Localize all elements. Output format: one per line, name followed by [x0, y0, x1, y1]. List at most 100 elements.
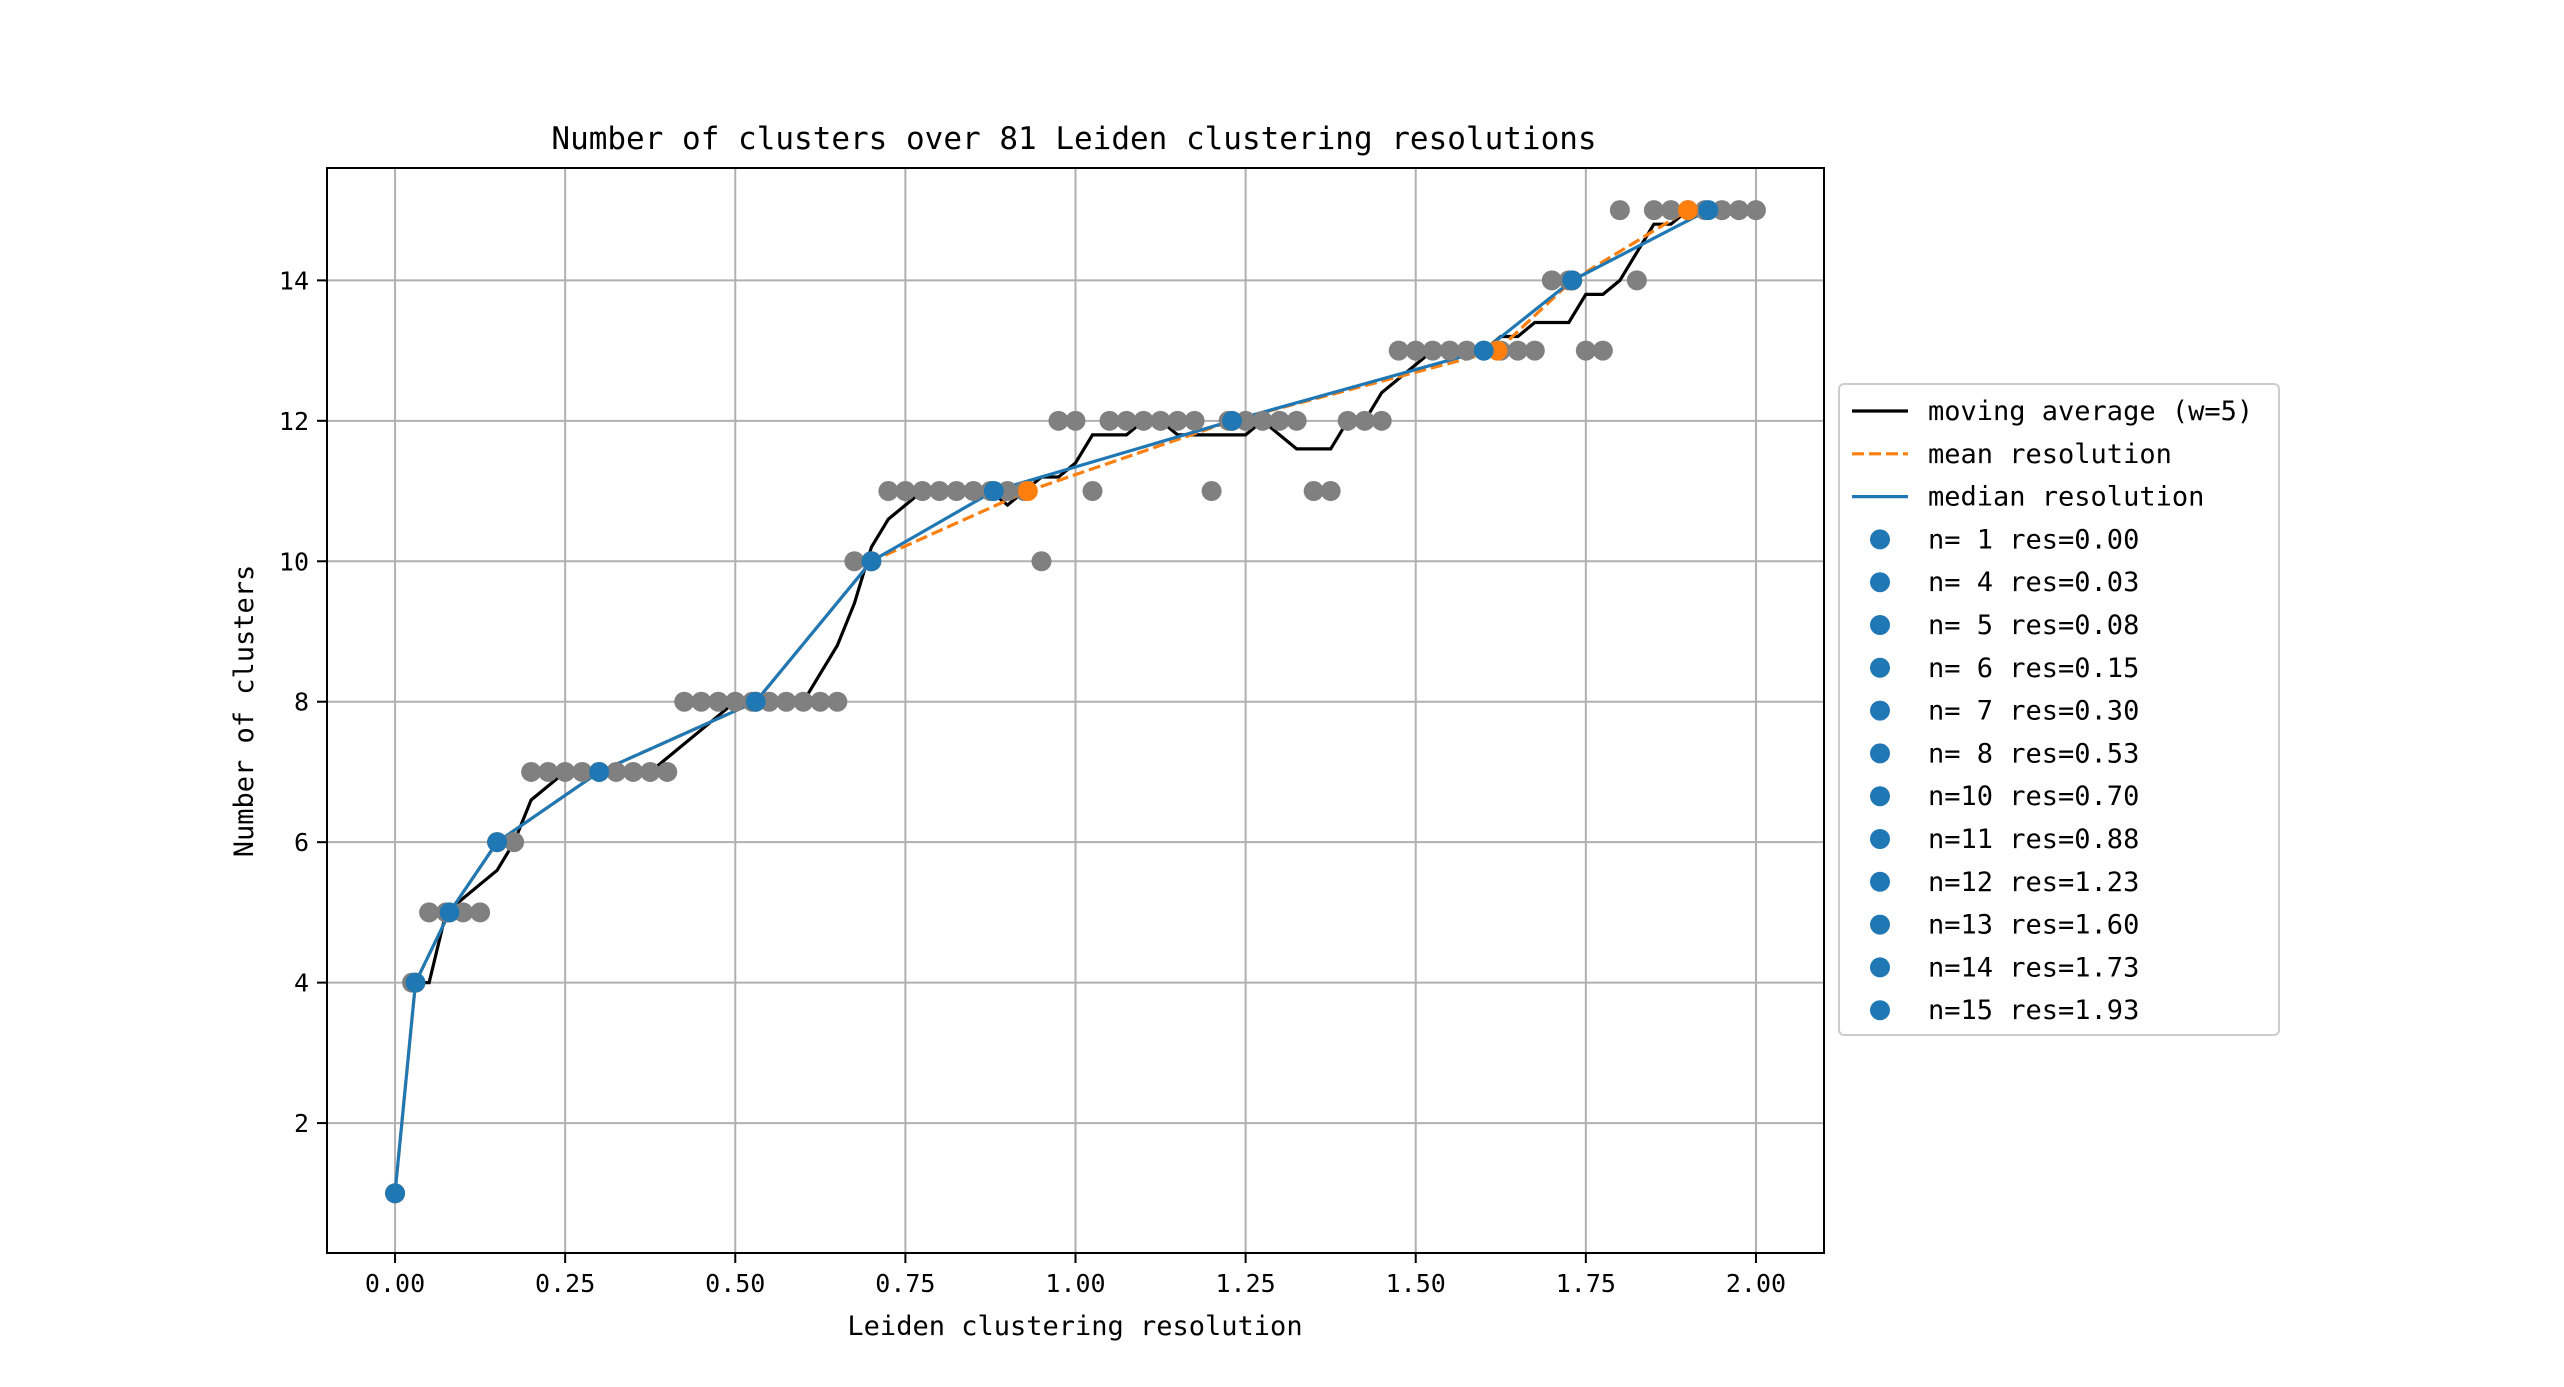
highlight-point — [861, 551, 882, 572]
scatter-point — [1626, 270, 1647, 291]
scatter-point — [929, 481, 950, 502]
scatter-point — [623, 761, 644, 782]
scatter-point — [810, 691, 831, 712]
y-tick-label: 6 — [294, 828, 309, 857]
scatter-point — [1116, 410, 1137, 431]
scatter-point — [1320, 481, 1341, 502]
legend-marker — [1870, 829, 1890, 849]
scatter-point — [1150, 410, 1171, 431]
scatter-point — [1099, 410, 1120, 431]
scatter-point — [1524, 340, 1545, 361]
legend-marker — [1870, 957, 1890, 978]
scatter-point — [1507, 340, 1528, 361]
legend-label-highlight: n= 7 res=0.30 — [1928, 696, 2139, 727]
scatter-point — [827, 691, 848, 712]
legend-marker — [1870, 1000, 1890, 1021]
scatter-point — [912, 481, 933, 502]
scatter-point — [844, 551, 865, 572]
y-tick-label: 2 — [294, 1109, 309, 1138]
scatter-point — [963, 481, 984, 502]
scatter-point — [1439, 340, 1460, 361]
legend-label-highlight: n=12 res=1.23 — [1928, 867, 2139, 898]
scatter-point — [878, 481, 899, 502]
scatter-point — [1660, 200, 1681, 221]
legend-label-highlight: n= 1 res=0.00 — [1928, 524, 2139, 555]
legend-marker — [1870, 914, 1890, 935]
scatter-point — [1184, 410, 1205, 431]
scatter-point — [674, 691, 695, 712]
legend-label-highlight: n=10 res=0.70 — [1928, 781, 2139, 812]
legend-label-highlight: n=11 res=0.88 — [1928, 824, 2139, 855]
x-tick-label: 0.50 — [705, 1269, 765, 1298]
scatter-point — [1541, 270, 1562, 291]
legend-label-highlight: n= 8 res=0.53 — [1928, 738, 2139, 769]
highlight-point — [1222, 410, 1243, 431]
data-points — [385, 200, 1766, 1204]
legend-marker — [1870, 657, 1890, 678]
scatter-point — [1405, 340, 1426, 361]
x-tick-label: 0.75 — [875, 1269, 935, 1298]
y-tick-label: 4 — [294, 969, 309, 998]
legend-label-highlight: n=13 res=1.60 — [1928, 910, 2139, 941]
legend-marker — [1870, 786, 1890, 807]
x-tick-label: 1.00 — [1045, 1269, 1105, 1298]
highlight-point — [439, 902, 460, 923]
scatter-point — [606, 761, 627, 782]
legend-marker — [1870, 871, 1890, 892]
scatter-point — [946, 481, 967, 502]
scatter-point — [1456, 340, 1477, 361]
highlight-point — [487, 832, 508, 853]
legend-marker — [1870, 529, 1890, 550]
scatter-point — [1286, 410, 1307, 431]
legend-label-highlight: n= 5 res=0.08 — [1928, 610, 2139, 641]
scatter-point — [1082, 481, 1103, 502]
x-axis-label: Leiden clustering resolution — [847, 1311, 1302, 1342]
scatter-point — [793, 691, 814, 712]
scatter-point — [504, 832, 525, 853]
scatter-point — [691, 691, 712, 712]
scatter-point — [1167, 410, 1188, 431]
scatter-point — [895, 481, 916, 502]
highlight-point — [1473, 340, 1494, 361]
axis-ticks: 0.00 0.25 0.50 0.75 1.00 1.25 1.50 1.75 2.00 2 4 6 8… — [279, 266, 1786, 1298]
scatter-point — [1643, 200, 1664, 221]
series-line-2 — [393, 208, 1710, 1194]
y-tick-label: 14 — [279, 266, 309, 295]
chart-title: Number of clusters over 81 Leiden cluste… — [551, 121, 1596, 157]
scatter-point — [640, 761, 661, 782]
x-tick-label: 1.75 — [1556, 1269, 1616, 1298]
highlight-point — [589, 761, 610, 782]
scatter-point — [1201, 481, 1222, 502]
mean-point — [1017, 481, 1038, 502]
legend-label-highlight: n=15 res=1.93 — [1928, 995, 2139, 1026]
scatter-point — [538, 761, 559, 782]
scatter-point — [1065, 410, 1086, 431]
highlight-point — [1698, 200, 1719, 221]
x-tick-label: 0.25 — [535, 1269, 595, 1298]
scatter-point — [419, 902, 440, 923]
scatter-point — [1048, 410, 1069, 431]
scatter-point — [708, 691, 729, 712]
legend-marker — [1870, 743, 1890, 764]
y-axis-label: Number of clusters — [229, 565, 260, 858]
scatter-point — [470, 902, 491, 923]
scatter-point — [657, 761, 678, 782]
legend-marker — [1870, 615, 1890, 635]
y-tick-label: 10 — [279, 547, 309, 576]
legend-label-highlight: n=14 res=1.73 — [1928, 952, 2139, 983]
scatter-point — [1337, 410, 1358, 431]
y-tick-label: 8 — [294, 688, 309, 717]
x-tick-label: 1.25 — [1216, 1269, 1276, 1298]
highlight-point — [983, 481, 1004, 502]
legend-label-0: moving average (w=5) — [1928, 396, 2253, 427]
scatter-point — [1609, 200, 1630, 221]
scatter-point — [572, 761, 593, 782]
scatter-point — [1354, 410, 1375, 431]
scatter-point — [1388, 340, 1409, 361]
scatter-point — [1371, 410, 1392, 431]
scatter-point — [1269, 410, 1290, 431]
scatter-point — [1303, 481, 1324, 502]
scatter-point — [1031, 551, 1052, 572]
highlight-point — [405, 972, 426, 993]
